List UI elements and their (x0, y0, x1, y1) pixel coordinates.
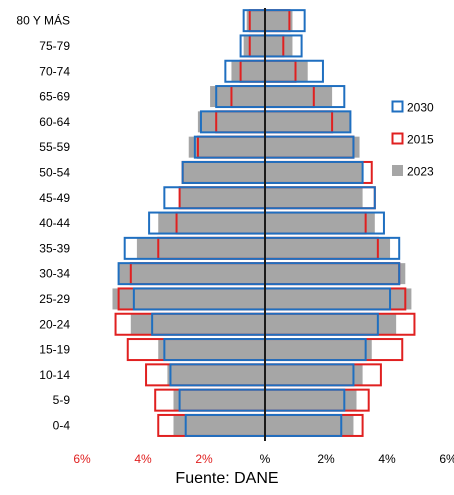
bar-2023-female-20-24 (265, 313, 397, 335)
age-label-55-59: 55-59 (39, 140, 70, 154)
age-group-labels: 0-4 5-9 10-14 15-19 20-24 25-29 30-34 35-39 40-4… (16, 13, 70, 433)
legend-swatch-2030 (391, 100, 404, 113)
legend: 2030 2015 2023 (391, 100, 434, 179)
age-label-15-19: 15-19 (39, 343, 70, 357)
bar-2023-male-30-34 (118, 263, 265, 285)
bar-2023-male-55-59 (188, 136, 265, 158)
bar-2023-female-15-19 (265, 339, 372, 361)
age-label-65-69: 65-69 (39, 90, 70, 104)
legend-label-2023: 2023 (407, 165, 434, 179)
age-label-20-24: 20-24 (39, 317, 70, 331)
x-tick-label: 4% (134, 452, 152, 466)
age-label-45-49: 45-49 (39, 191, 70, 205)
bar-2023-male-80 Y MÁS (246, 10, 265, 32)
age-label-25-29: 25-29 (39, 292, 70, 306)
bar-2023-female-75-79 (265, 35, 293, 57)
age-label-30-34: 30-34 (39, 267, 70, 281)
bar-2023-male-45-49 (179, 187, 265, 209)
age-label-75-79: 75-79 (39, 39, 70, 53)
age-label-10-14: 10-14 (39, 368, 70, 382)
bar-2023-male-0-4 (173, 414, 265, 436)
bar-2023-female-10-14 (265, 364, 363, 386)
bar-2023-male-20-24 (130, 313, 265, 335)
legend-swatch-2023 (392, 165, 403, 176)
bar-2023-male-5-9 (173, 389, 265, 411)
bar-2023-female-0-4 (265, 414, 354, 436)
bar-2023-female-5-9 (265, 389, 357, 411)
bar-2023-male-40-44 (158, 212, 265, 234)
bar-2023-male-75-79 (243, 35, 265, 57)
age-label-60-64: 60-64 (39, 115, 70, 129)
bar-2023-female-60-64 (265, 111, 351, 133)
x-tick-label: 4% (378, 452, 396, 466)
bar-2023-male-50-54 (182, 161, 265, 183)
bar-2023-female-45-49 (265, 187, 363, 209)
bar-2023-female-30-34 (265, 263, 406, 285)
age-label-50-54: 50-54 (39, 165, 70, 179)
bar-2023-female-50-54 (265, 161, 363, 183)
source-note: Fuente: DANE (175, 470, 279, 487)
x-tick-label: 6% (439, 452, 454, 466)
bar-2023-male-65-69 (210, 86, 265, 108)
x-tick-label: 2% (317, 452, 335, 466)
age-label-0-4: 0-4 (53, 418, 71, 432)
bar-2023-female-80 Y MÁS (265, 10, 293, 32)
x-tick-label: 2% (195, 452, 213, 466)
bar-2023-female-55-59 (265, 136, 360, 158)
bar-2023-male-25-29 (112, 288, 265, 310)
legend-label-2015: 2015 (407, 133, 434, 147)
bar-2023-male-60-64 (197, 111, 265, 133)
legend-swatch-2015 (391, 132, 404, 145)
age-label-80 Y MÁS: 80 Y MÁS (16, 13, 70, 28)
age-label-40-44: 40-44 (39, 216, 70, 230)
x-tick-label: 6% (73, 452, 91, 466)
legend-label-2030: 2030 (407, 101, 434, 115)
x-axis-tick-labels: 6% 4% 2%% 2% 4% 6% (73, 452, 454, 466)
bar-2023-female-40-44 (265, 212, 375, 234)
bar-2023-female-65-69 (265, 86, 333, 108)
series-2023-bars (112, 10, 412, 436)
bar-2023-female-70-74 (265, 60, 308, 82)
age-label-5-9: 5-9 (53, 393, 71, 407)
bar-2023-male-10-14 (167, 364, 265, 386)
age-label-70-74: 70-74 (39, 64, 70, 78)
bar-2023-male-70-74 (231, 60, 265, 82)
bar-2023-male-15-19 (158, 339, 265, 361)
bar-2023-female-25-29 (265, 288, 412, 310)
bar-2023-male-35-39 (136, 237, 265, 259)
x-tick-label: % (260, 452, 271, 466)
bar-2023-female-35-39 (265, 237, 391, 259)
age-label-35-39: 35-39 (39, 241, 70, 255)
